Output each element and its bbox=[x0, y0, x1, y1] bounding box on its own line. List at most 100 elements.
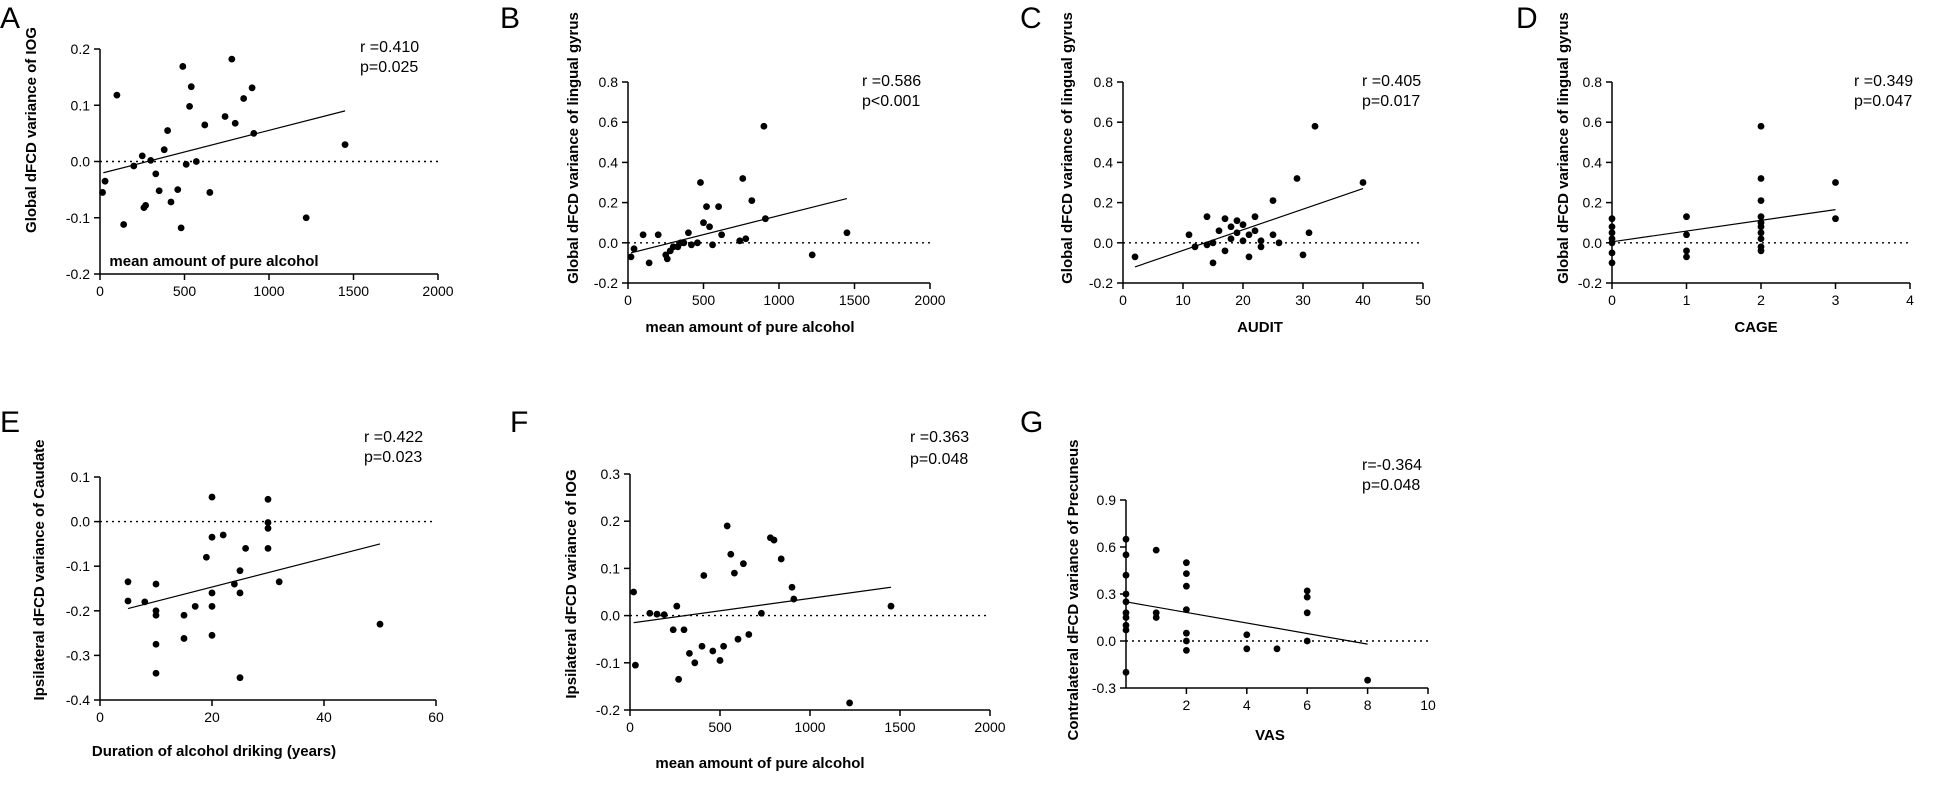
data-point bbox=[1122, 668, 1130, 676]
data-point bbox=[1303, 637, 1311, 645]
data-point bbox=[627, 253, 635, 261]
x-tick-label: 0 bbox=[624, 292, 632, 308]
data-point bbox=[734, 635, 742, 643]
data-point bbox=[138, 152, 146, 160]
data-point bbox=[1251, 227, 1259, 235]
regression-line bbox=[633, 586, 892, 624]
data-point bbox=[1122, 626, 1130, 634]
y-tick-label: 0.0 bbox=[599, 235, 619, 251]
panel-letter: C bbox=[1020, 2, 1042, 35]
data-point bbox=[1243, 631, 1251, 639]
data-point bbox=[177, 224, 185, 232]
stat-p: p=0.023 bbox=[364, 449, 422, 466]
data-point bbox=[1239, 237, 1247, 245]
x-tick-label: 40 bbox=[1355, 292, 1371, 308]
data-point bbox=[731, 569, 738, 577]
y-axis-title: Global dFCD variance of IOG bbox=[23, 27, 40, 233]
data-point bbox=[264, 519, 272, 526]
data-point bbox=[1183, 637, 1190, 645]
data-point bbox=[124, 597, 132, 605]
panel-a: A Global dFCD variance of IOG mean amoun… bbox=[0, 2, 454, 299]
data-point bbox=[706, 223, 713, 231]
data-point bbox=[1269, 197, 1277, 204]
x-axis-title: AUDIT bbox=[1237, 319, 1283, 336]
data-point bbox=[1269, 231, 1277, 239]
y-tick-label: 0.3 bbox=[1097, 586, 1117, 602]
data-point bbox=[688, 241, 695, 249]
x-tick-label: 20 bbox=[204, 709, 220, 725]
data-point bbox=[1683, 253, 1690, 261]
data-point bbox=[723, 522, 731, 530]
x-tick-label: 0 bbox=[626, 719, 634, 735]
data-point bbox=[700, 219, 707, 227]
data-point bbox=[685, 229, 692, 237]
y-tick-label: -0.2 bbox=[1578, 275, 1602, 291]
data-point bbox=[152, 580, 160, 588]
y-tick-label: 0.8 bbox=[1583, 74, 1603, 90]
data-point bbox=[208, 533, 216, 541]
y-axis-title: Global dFCD variance of lingual gyrus bbox=[1555, 12, 1572, 284]
regression-line bbox=[630, 197, 848, 254]
data-point bbox=[203, 553, 210, 561]
y-tick-label: -0.1 bbox=[596, 655, 620, 671]
data-point bbox=[187, 83, 195, 91]
data-point bbox=[700, 572, 708, 579]
x-tick-label: 1000 bbox=[253, 283, 284, 299]
data-point bbox=[1209, 239, 1217, 247]
y-axis-title: Global dFCD variance of lingual gyrus bbox=[565, 12, 582, 284]
y-tick-label: 0.1 bbox=[601, 560, 621, 576]
y-tick-label: 0.9 bbox=[1097, 492, 1117, 508]
x-tick-label: 500 bbox=[692, 292, 716, 308]
x-tick-label: 6 bbox=[1303, 697, 1311, 713]
data-point bbox=[376, 620, 384, 628]
y-tick-label: 0.4 bbox=[1583, 154, 1603, 170]
data-point bbox=[141, 598, 149, 606]
data-point bbox=[236, 589, 244, 597]
stat-r: r =0.405 bbox=[1362, 73, 1421, 90]
y-tick-label: 0.4 bbox=[1094, 154, 1114, 170]
data-point bbox=[653, 610, 661, 618]
data-point bbox=[1191, 243, 1199, 251]
panel-c: C Global dFCD variance of lingual gyrus … bbox=[1020, 2, 1431, 336]
panel-letter: F bbox=[510, 406, 528, 439]
y-tick-label: 0.2 bbox=[71, 41, 91, 57]
data-point bbox=[1203, 213, 1211, 221]
data-point bbox=[1303, 593, 1311, 601]
data-point bbox=[788, 583, 796, 591]
data-point bbox=[264, 524, 272, 532]
y-tick-label: 0.0 bbox=[1094, 235, 1114, 251]
y-tick-label: 0.3 bbox=[601, 466, 621, 482]
data-point bbox=[739, 175, 747, 182]
stat-p: p<0.001 bbox=[862, 93, 920, 110]
x-axis-title: CAGE bbox=[1734, 319, 1777, 336]
panel-d: D Global dFCD variance of lingual gyrus … bbox=[1516, 2, 1914, 336]
y-tick-label: 0.8 bbox=[599, 74, 619, 90]
data-point bbox=[716, 657, 724, 664]
data-point bbox=[1311, 122, 1319, 130]
y-tick-label: 0.1 bbox=[71, 469, 91, 485]
x-tick-label: 1 bbox=[1683, 292, 1691, 308]
data-point bbox=[231, 580, 238, 588]
data-point bbox=[675, 675, 682, 683]
stat-r: r =0.363 bbox=[910, 429, 969, 446]
x-tick-label: 60 bbox=[428, 709, 444, 725]
stat-p: p=0.047 bbox=[1854, 93, 1912, 110]
x-axis-title: Duration of alcohol driking (years) bbox=[92, 743, 336, 760]
data-point bbox=[1239, 221, 1247, 229]
y-tick-label: -0.4 bbox=[66, 692, 90, 708]
data-point bbox=[660, 611, 668, 619]
data-point bbox=[208, 493, 216, 501]
y-tick-label: -0.2 bbox=[596, 702, 620, 718]
x-tick-label: 1500 bbox=[884, 719, 915, 735]
x-tick-label: 1500 bbox=[338, 283, 369, 299]
data-point bbox=[1608, 235, 1616, 243]
y-tick-label: 0.2 bbox=[1583, 195, 1603, 211]
x-axis-title: mean amount of pure alcohol bbox=[645, 319, 854, 336]
regression-line bbox=[1611, 209, 1836, 243]
y-tick-label: 0.6 bbox=[1097, 539, 1117, 555]
data-point bbox=[663, 255, 671, 263]
y-tick-label: -0.1 bbox=[66, 558, 90, 574]
y-tick-label: -0.3 bbox=[66, 647, 90, 663]
data-point bbox=[777, 555, 785, 563]
